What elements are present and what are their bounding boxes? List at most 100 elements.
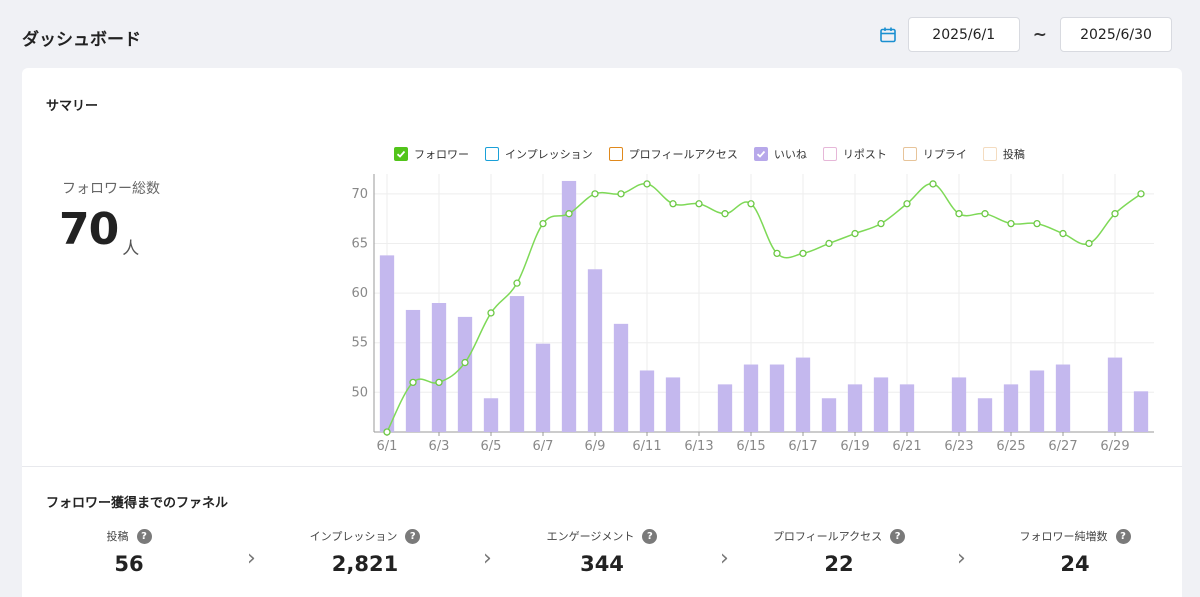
legend-item[interactable]: プロフィールアクセス xyxy=(608,146,738,162)
x-tick-label: 6/29 xyxy=(1100,439,1129,454)
funnel-step-label-row: インプレッション? xyxy=(260,528,470,544)
line-point[interactable] xyxy=(409,378,417,387)
y-tick-label: 70 xyxy=(352,187,368,202)
help-icon[interactable]: ? xyxy=(890,528,906,544)
bar[interactable] xyxy=(1107,357,1123,432)
line-point[interactable] xyxy=(721,210,729,218)
line-point[interactable] xyxy=(513,279,521,287)
bar[interactable] xyxy=(587,269,603,432)
bar[interactable] xyxy=(1003,384,1019,432)
legend-label: プロフィールアクセス xyxy=(628,148,738,161)
x-tick-label: 6/11 xyxy=(632,439,661,454)
line-point[interactable] xyxy=(825,239,833,248)
help-icon[interactable]: ? xyxy=(1115,528,1131,544)
funnel-title: フォロワー獲得までのファネル xyxy=(46,496,229,511)
followers-total: 70 人 xyxy=(59,204,139,259)
bar[interactable] xyxy=(613,323,629,432)
chart-legend: フォロワー インプレッション プロフィールアクセス いいね リポスト リプライ 投稿 xyxy=(394,146,1041,162)
bar[interactable] xyxy=(665,377,681,432)
line-point[interactable] xyxy=(487,309,495,317)
help-icon[interactable]: ? xyxy=(136,528,152,544)
bar[interactable] xyxy=(457,316,473,432)
checkbox-checked-icon[interactable] xyxy=(394,147,408,161)
line-point[interactable] xyxy=(617,190,625,198)
x-tick-label: 6/21 xyxy=(892,439,921,454)
line-point[interactable] xyxy=(747,200,755,208)
bar[interactable] xyxy=(873,377,889,432)
bar[interactable] xyxy=(899,384,915,432)
chevron-right-icon: › xyxy=(957,546,966,571)
checkbox-icon[interactable] xyxy=(608,147,623,161)
bar[interactable] xyxy=(405,309,421,432)
date-from-input[interactable]: 2025/6/1 xyxy=(907,17,1020,52)
bar[interactable] xyxy=(821,398,837,432)
legend-item[interactable]: リプライ xyxy=(902,146,967,162)
line-point[interactable] xyxy=(773,249,781,258)
x-tick-label: 6/23 xyxy=(944,439,973,454)
line-point[interactable] xyxy=(695,200,703,208)
legend-item[interactable]: フォロワー xyxy=(394,146,469,162)
bar[interactable] xyxy=(795,357,811,432)
line-point[interactable] xyxy=(1007,219,1015,228)
date-to-input[interactable]: 2025/6/30 xyxy=(1060,17,1172,52)
bar[interactable] xyxy=(561,180,577,432)
legend-item[interactable]: リポスト xyxy=(822,146,887,162)
line-point[interactable] xyxy=(591,190,599,198)
legend-item[interactable]: インプレッション xyxy=(485,146,593,162)
line-point[interactable] xyxy=(669,200,677,208)
line-point[interactable] xyxy=(539,219,547,228)
bar[interactable] xyxy=(743,364,759,432)
x-tick-label: 6/13 xyxy=(684,439,713,454)
bar[interactable] xyxy=(977,398,993,432)
line-point[interactable] xyxy=(383,428,391,436)
legend-item[interactable]: 投稿 xyxy=(982,146,1025,162)
help-icon[interactable]: ? xyxy=(642,528,658,544)
bar[interactable] xyxy=(379,255,395,432)
bar[interactable] xyxy=(535,343,551,432)
bar[interactable] xyxy=(431,303,447,432)
bar[interactable] xyxy=(1133,391,1149,432)
checkbox-icon[interactable] xyxy=(982,147,997,161)
line-point[interactable] xyxy=(851,229,859,238)
line-point[interactable] xyxy=(1085,239,1093,248)
funnel-step-label-row: 投稿? xyxy=(24,528,234,544)
line-point[interactable] xyxy=(877,219,885,228)
bar[interactable] xyxy=(769,364,785,432)
line-point[interactable] xyxy=(461,358,469,367)
bar[interactable] xyxy=(717,384,733,432)
line-point[interactable] xyxy=(435,378,443,387)
y-tick-label: 65 xyxy=(352,236,368,251)
line-point[interactable] xyxy=(1033,219,1041,228)
bar[interactable] xyxy=(1029,370,1045,432)
line-point[interactable] xyxy=(929,180,937,188)
funnel-step: プロフィールアクセス? 22 xyxy=(734,528,944,576)
line-point[interactable] xyxy=(981,210,989,218)
bar[interactable] xyxy=(483,398,499,432)
funnel-step-label: フォロワー純増数 xyxy=(1019,530,1108,543)
x-tick-label: 6/7 xyxy=(533,439,554,454)
checkbox-icon[interactable] xyxy=(485,147,499,161)
x-tick-label: 6/27 xyxy=(1048,439,1077,454)
bar[interactable] xyxy=(639,370,655,432)
bar[interactable] xyxy=(951,377,967,432)
funnel-step-value: 2,821 xyxy=(331,552,399,576)
checkbox-icon[interactable] xyxy=(822,147,837,161)
line-point[interactable] xyxy=(955,210,963,218)
line-point[interactable] xyxy=(643,180,651,188)
bar[interactable] xyxy=(1055,364,1071,432)
section-divider xyxy=(22,466,1182,467)
calendar-icon[interactable] xyxy=(878,25,898,45)
bar[interactable] xyxy=(847,384,863,432)
line-point[interactable] xyxy=(565,210,573,218)
bar[interactable] xyxy=(509,296,525,432)
followers-total-label: フォロワー総数 xyxy=(62,181,160,197)
line-point[interactable] xyxy=(799,249,807,258)
line-point[interactable] xyxy=(903,200,911,208)
help-icon[interactable]: ? xyxy=(405,528,421,544)
checkbox-icon[interactable] xyxy=(902,147,917,161)
line-point[interactable] xyxy=(1111,210,1119,218)
checkbox-checked-icon[interactable] xyxy=(753,147,768,161)
line-point[interactable] xyxy=(1059,229,1067,238)
line-point[interactable] xyxy=(1137,190,1145,198)
legend-item[interactable]: いいね xyxy=(753,146,807,162)
